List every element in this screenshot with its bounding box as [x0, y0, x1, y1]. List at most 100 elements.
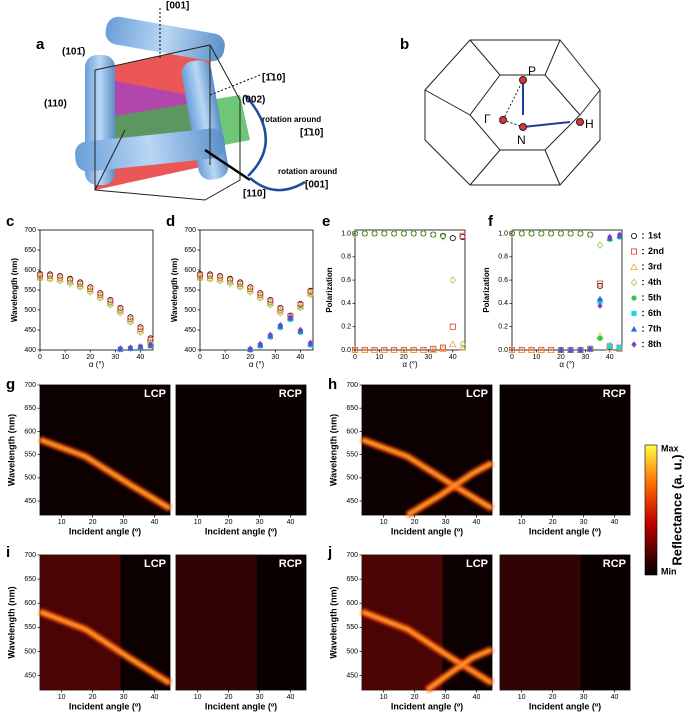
x-axis-label: Incident angle (º) [69, 701, 141, 711]
point [247, 288, 254, 296]
panel-label: f [488, 213, 494, 230]
y-tick-label: 0.0 [341, 347, 351, 354]
point [449, 276, 456, 284]
y-tick-label: 650 [24, 576, 36, 583]
x-tick-label: 20 [549, 694, 557, 701]
point [419, 346, 428, 354]
point [449, 323, 456, 330]
legend-item: 3rd [630, 261, 662, 271]
point [458, 343, 467, 351]
point [107, 300, 114, 309]
legend-label: 1st [648, 230, 661, 240]
point [537, 346, 546, 354]
x-tick-label: 40 [611, 519, 619, 526]
point [196, 272, 203, 279]
point [557, 229, 565, 238]
legend-item: 2nd [631, 246, 664, 256]
y-tick-label: 500 [24, 475, 36, 482]
x-tick-label: 30 [580, 519, 588, 526]
x-tick-label: 30 [580, 694, 588, 701]
point [577, 346, 584, 354]
point [518, 229, 525, 238]
y-tick-label: 700 [346, 552, 358, 559]
x-tick-label: 40 [151, 519, 159, 526]
panel-label: e [322, 213, 330, 230]
point [459, 232, 466, 239]
x-tick-label: 30 [256, 694, 264, 701]
point [87, 288, 94, 296]
x-axis-label: α (°) [249, 360, 265, 369]
legend-colon [642, 299, 644, 301]
x-tick-label: 10 [380, 519, 388, 526]
legend-item: 8th [631, 339, 662, 349]
x-tick-label: 20 [411, 694, 419, 701]
heatmap-band [39, 438, 171, 510]
x-tick-label: 40 [297, 354, 305, 361]
point [277, 322, 283, 329]
point [527, 346, 536, 354]
point [577, 229, 584, 238]
legend-colon [642, 268, 644, 270]
colorbar-min: Min [661, 566, 677, 576]
diagram-label: [001] [305, 180, 328, 191]
point [46, 275, 54, 284]
panel-label: d [166, 213, 175, 230]
colorbar [644, 444, 658, 576]
y-tick-label: 600 [346, 600, 358, 607]
diagram-label: rotation around [262, 115, 321, 124]
point [227, 279, 234, 288]
y-tick-label: 600 [24, 267, 36, 274]
point [147, 341, 154, 348]
brillouin-zone [424, 39, 601, 186]
legend-item: 1st [631, 230, 661, 240]
point [57, 274, 64, 281]
point [297, 303, 304, 312]
point [117, 306, 124, 313]
heatmap-band [426, 648, 493, 692]
y-tick-label: 700 [24, 382, 36, 389]
point [97, 294, 104, 302]
y-tick-label: 650 [346, 576, 358, 583]
point [597, 335, 603, 341]
x-tick-label: 40 [611, 694, 619, 701]
point [216, 276, 224, 285]
y-axis-label: Wavelength (nm) [6, 414, 16, 486]
legend-colon [642, 283, 644, 286]
point [370, 346, 379, 354]
x-tick-label: 0 [353, 354, 357, 361]
point [361, 229, 368, 238]
point [518, 346, 526, 354]
point [439, 344, 447, 352]
x-tick-label: 10 [533, 354, 541, 361]
legend-label: 2nd [648, 246, 664, 256]
panel-label: j [327, 544, 332, 561]
point [439, 233, 447, 241]
point [547, 229, 555, 238]
plot-frame [39, 229, 154, 351]
legend-marker [631, 310, 637, 317]
legend-colon [642, 252, 644, 255]
point [596, 295, 604, 302]
point [277, 306, 284, 313]
point [596, 241, 604, 249]
point [449, 235, 456, 242]
x-tick-label: 40 [287, 694, 295, 701]
point [409, 346, 418, 354]
x-tick-label: 20 [246, 354, 254, 361]
point [587, 345, 593, 353]
legend-item: 4th [630, 277, 662, 287]
x-axis-label: Incident angle (º) [205, 701, 277, 711]
point [307, 339, 314, 346]
legend-colon [642, 310, 644, 313]
legend-label: 4th [648, 277, 662, 287]
panel-label: b [400, 36, 409, 53]
legend-label: 8th [648, 339, 662, 349]
x-tick-label: 10 [194, 694, 202, 701]
y-tick-label: 1.0 [341, 230, 351, 237]
y-tick-label: 600 [24, 428, 36, 435]
x-axis-label: Incident angle (º) [529, 701, 601, 711]
point [247, 345, 253, 352]
point [361, 346, 369, 354]
colorbar-max: Max [661, 443, 679, 453]
plot-area [508, 229, 624, 354]
